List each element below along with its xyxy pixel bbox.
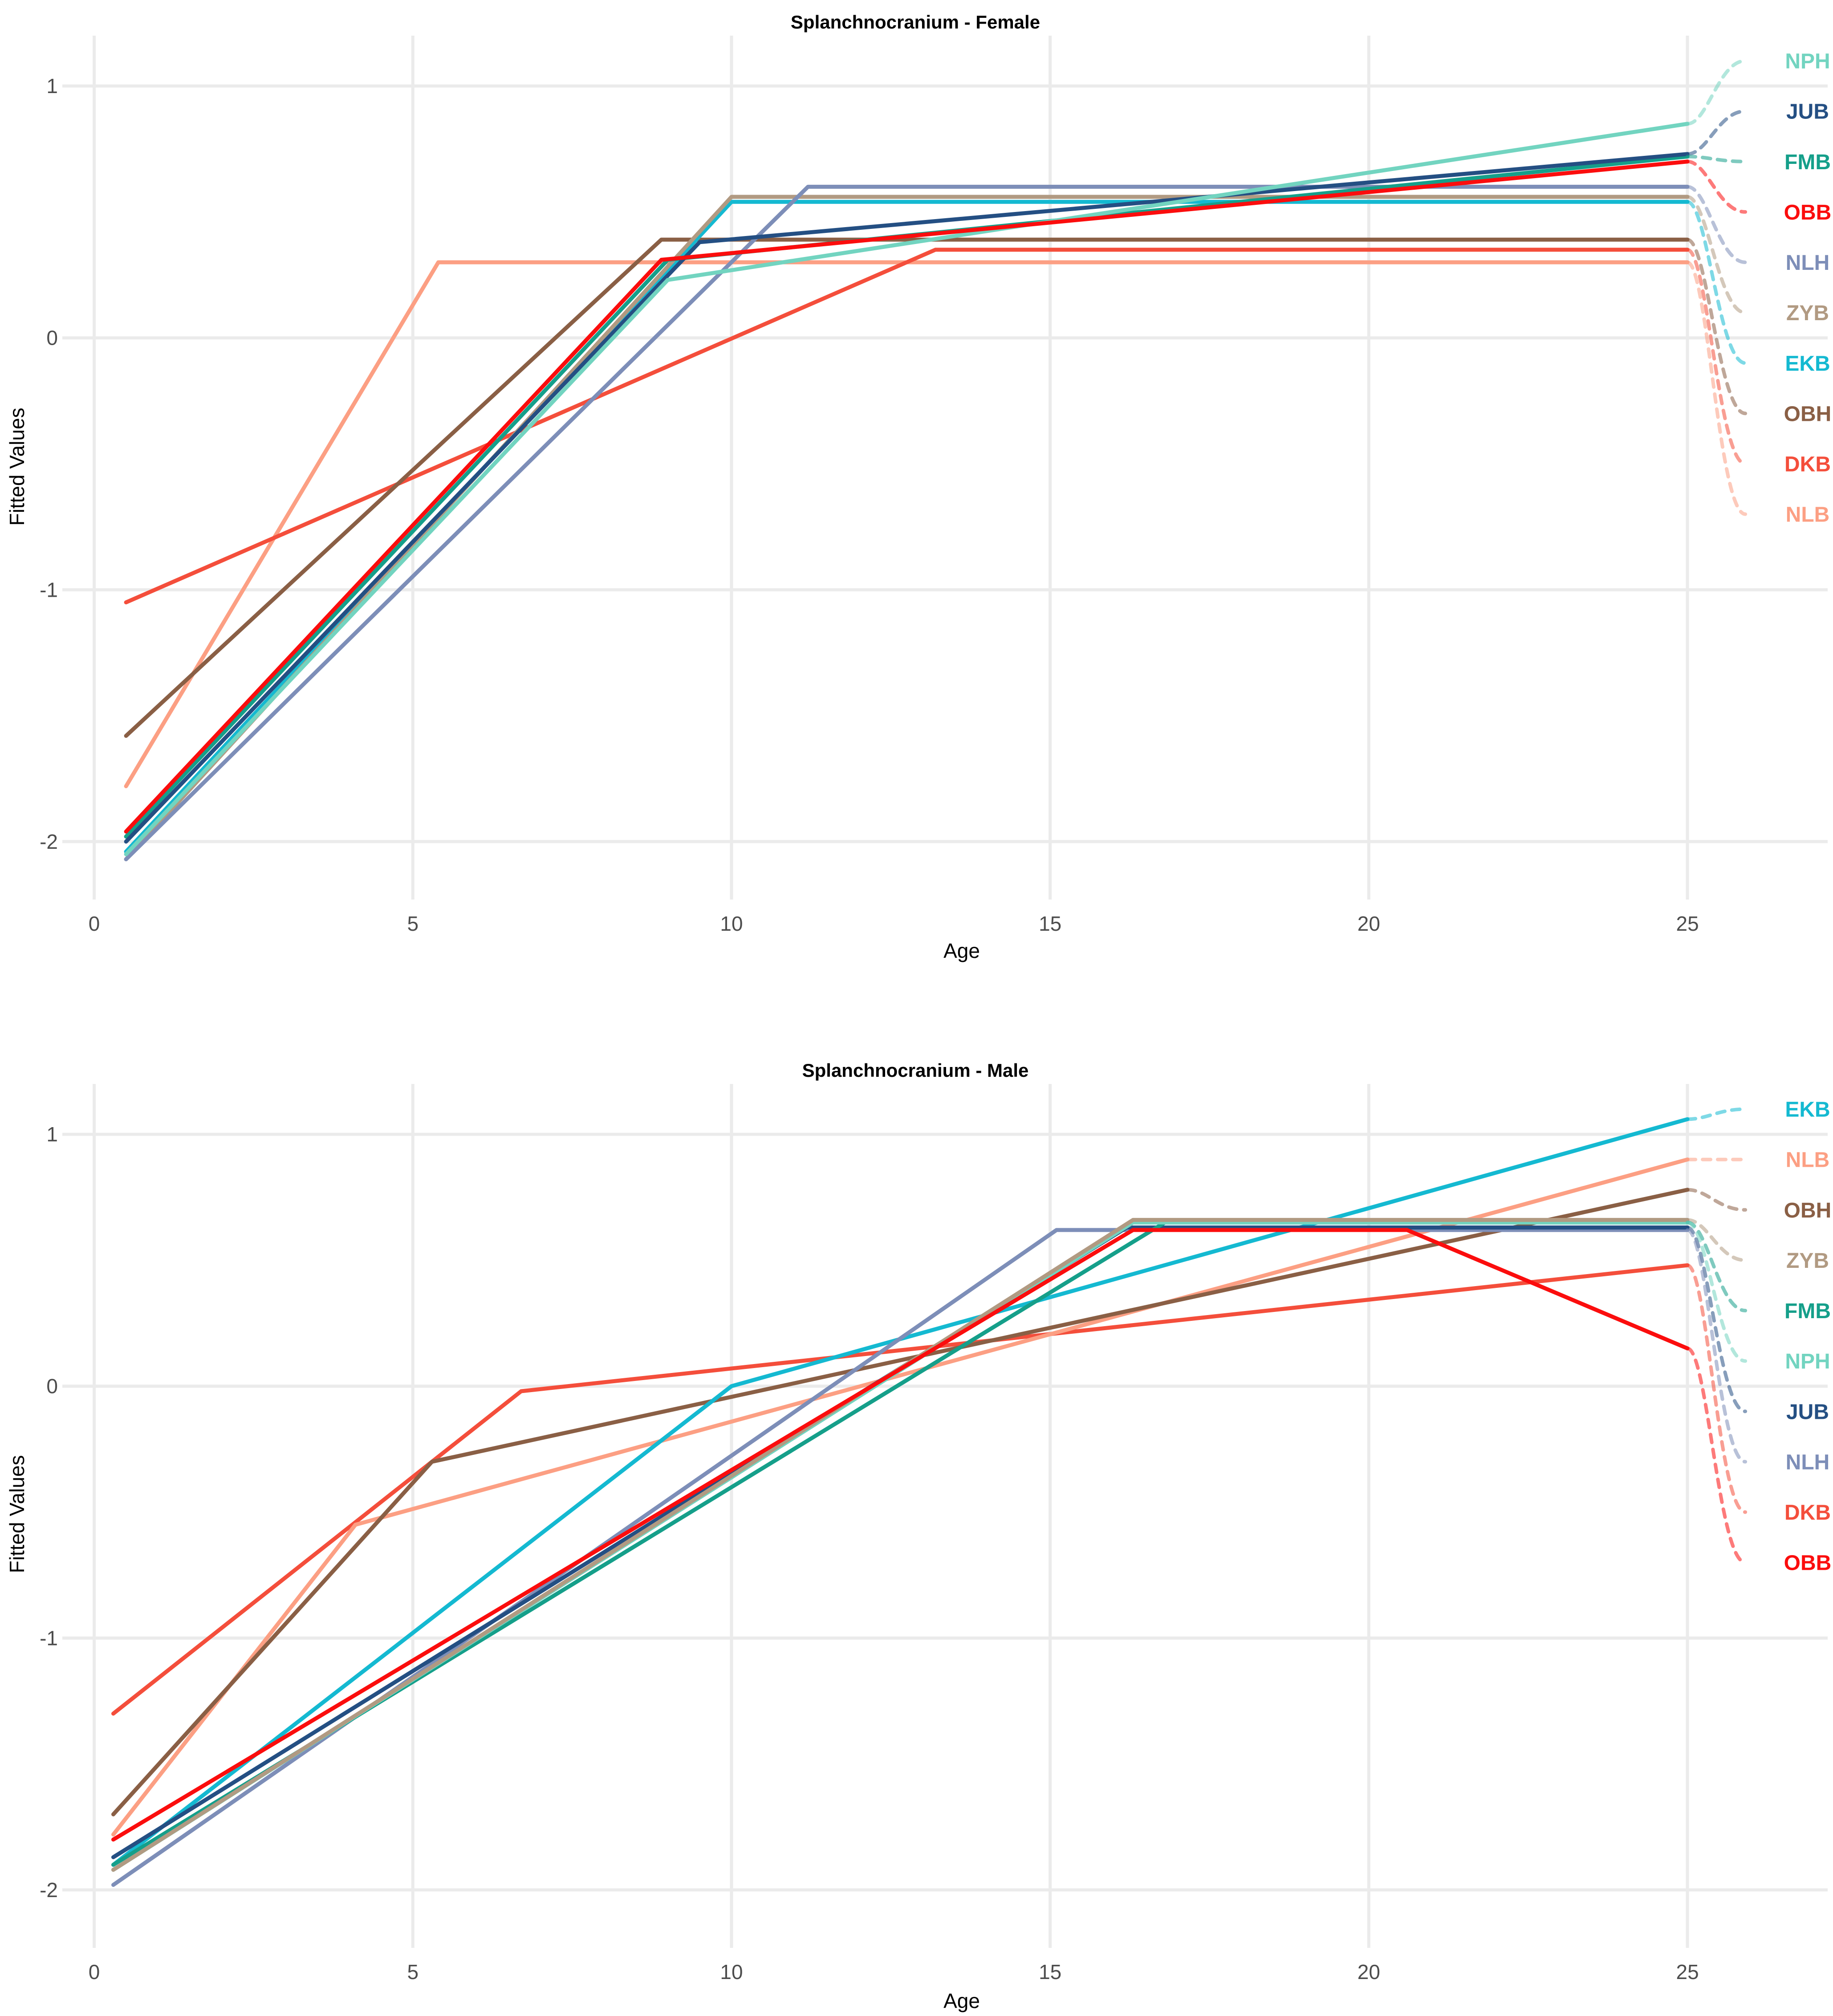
male-series-line-obh [111,1188,1690,1816]
male-x-tick-labels: 0 5 10 15 20 25 [89,1960,1699,1983]
female-series-label-nlh: NLH [1786,251,1830,275]
female-series-line-jub [124,152,1690,844]
female-label-connector-obb [1686,159,1748,214]
female-series-label-dkb: DKB [1784,453,1831,477]
female-series-label-zyb: ZYB [1786,301,1829,325]
male-x-tick-10: 10 [720,1960,743,1983]
female-y-tick-labels: -2 -1 0 1 [40,74,58,853]
male-series-line-dkb [111,1263,1690,1716]
female-series-line-ekb [124,200,1690,854]
female-x-tick-0: 0 [89,912,100,935]
male-x-tick-25: 25 [1676,1960,1699,1983]
female-label-connector-obh [1686,238,1748,415]
female-series-line-obb [124,159,1690,834]
male-label-connector-dkb [1686,1263,1748,1514]
female-label-connector-nph [1686,59,1748,126]
female-series-label-nph: NPH [1785,50,1830,73]
female-label-connector-fmb [1686,155,1748,163]
female-series-lines [124,122,1690,861]
male-y-tick--1: -1 [40,1626,58,1649]
male-series-label-nlb: NLB [1786,1149,1830,1172]
female-y-axis-title: Fitted Values [5,407,28,525]
female-label-connector-nlh [1686,185,1748,264]
female-x-tick-labels: 0 5 10 15 20 25 [89,912,1699,935]
male-label-connector-zyb [1686,1218,1748,1262]
male-series-lines [111,1117,1690,1887]
male-series-line-zyb [111,1218,1690,1872]
female-y-tick--1: -1 [40,578,58,601]
female-x-axis-title: Age [943,939,980,962]
female-label-connector-dkb [1686,248,1748,466]
female-x-tick-15: 15 [1039,912,1061,935]
male-series-line-ekb [111,1117,1690,1867]
female-panel: Splanchnocranium - Female 0 5 10 15 20 25 -2-… [5,12,1831,962]
female-label-connector-jub [1686,109,1748,156]
female-series-label-fmb: FMB [1784,151,1831,174]
female-series-line-nlb [124,260,1690,788]
male-series-label-obb: OBB [1784,1552,1832,1575]
male-panel: Splanchnocranium - Male 0 5 10 15 20 25 -2-10… [5,1060,1831,2012]
male-panel-title: Splanchnocranium - Male [802,1060,1029,1081]
male-series-line-nlh [111,1228,1690,1887]
male-label-connector-nlh [1686,1228,1748,1464]
female-x-tick-5: 5 [407,912,419,935]
male-y-tick-labels: -2 -1 0 1 [40,1123,58,1902]
male-label-connector-ekb [1686,1107,1748,1121]
male-label-connector-obb [1686,1346,1748,1564]
male-series-line-obb [111,1228,1690,1842]
male-series-label-jub: JUB [1786,1400,1829,1424]
male-y-tick-0: 0 [46,1375,58,1398]
female-x-tick-20: 20 [1357,912,1380,935]
male-x-axis-title: Age [943,1989,980,2012]
female-series-line-obh [124,237,1690,738]
male-x-tick-0: 0 [89,1960,100,1983]
male-series-label-ekb: EKB [1785,1098,1830,1122]
male-label-connector-jub [1686,1226,1748,1413]
female-y-tick--2: -2 [40,830,58,853]
female-y-tick-1: 1 [46,74,58,98]
female-series-label-obb: OBB [1784,201,1832,224]
female-label-connector-zyb [1686,195,1748,315]
male-label-connector-obh [1686,1188,1748,1212]
female-panel-title: Splanchnocranium - Female [791,12,1040,33]
male-y-tick-1: 1 [46,1123,58,1146]
female-x-tick-10: 10 [720,912,743,935]
male-series-labels: EKB NLB OBH ZYB FMB NPH JUB NLH DKB OBB [1686,1098,1832,1575]
female-series-line-nph [124,122,1690,856]
male-x-tick-20: 20 [1357,1960,1380,1983]
female-series-labels: NPH JUB FMB OBB NLH ZYB EKB OBH DKB NLB [1686,50,1832,527]
male-x-tick-5: 5 [407,1960,419,1983]
female-y-tick-0: 0 [46,326,58,350]
male-series-label-nlh: NLH [1786,1450,1830,1474]
male-label-connector-nph [1686,1221,1748,1363]
male-y-axis-title: Fitted Values [5,1455,28,1573]
male-series-label-zyb: ZYB [1786,1249,1829,1273]
female-series-label-ekb: EKB [1785,352,1830,375]
male-series-line-nlb [111,1157,1690,1837]
male-x-tick-15: 15 [1039,1960,1061,1983]
male-series-label-obh: OBH [1784,1199,1832,1222]
male-series-label-dkb: DKB [1784,1501,1831,1525]
male-series-label-fmb: FMB [1784,1299,1831,1323]
female-x-tick-25: 25 [1676,912,1699,935]
female-series-label-nlb: NLB [1786,503,1830,527]
female-series-label-obh: OBH [1784,402,1832,426]
female-series-label-jub: JUB [1786,100,1829,124]
male-series-label-nph: NPH [1785,1350,1830,1373]
male-y-tick--2: -2 [40,1878,58,1902]
female-label-connector-nlb [1686,261,1748,516]
